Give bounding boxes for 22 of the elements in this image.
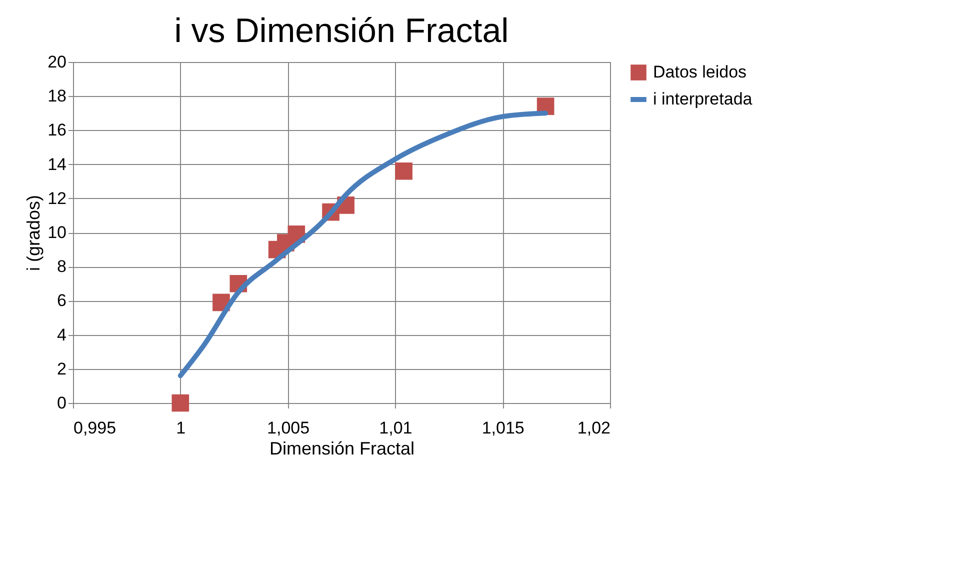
- x-tick-label: 1,015: [482, 418, 524, 438]
- y-tick-label: 0: [57, 394, 66, 412]
- y-tick-label: 2: [57, 359, 66, 378]
- y-tick-label: 12: [48, 188, 66, 208]
- y-tick-label: 18: [48, 86, 66, 106]
- y-tick-label: 8: [57, 257, 66, 276]
- y-axis-title: i (grados): [24, 194, 44, 272]
- x-tick-label: 1,02: [577, 418, 610, 438]
- y-tick-label: 20: [48, 52, 66, 72]
- x-tick-label: 0,995: [74, 418, 116, 438]
- x-axis-title: Dimensión Fractal: [269, 438, 415, 458]
- y-tick-label: 4: [57, 325, 66, 344]
- legend-label: Datos leidos: [653, 62, 747, 82]
- x-tick-label: 1,01: [379, 418, 412, 438]
- y-tick-label: 10: [48, 223, 66, 242]
- chart-title: i vs Dimensión Fractal: [174, 12, 509, 50]
- y-tick-label: 16: [48, 120, 66, 140]
- x-tick-label: 1,005: [267, 418, 310, 438]
- y-tick-label: 6: [57, 291, 66, 310]
- x-tick-label: 1: [176, 418, 186, 438]
- y-tick-label: 14: [48, 154, 66, 174]
- legend-label: i interpretada: [653, 90, 753, 108]
